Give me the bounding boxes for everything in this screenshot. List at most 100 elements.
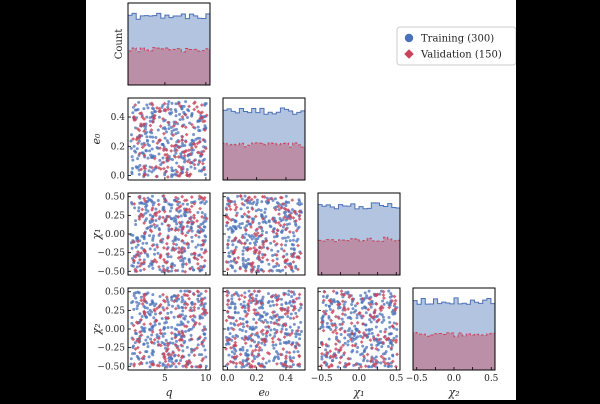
scatter-point-validation bbox=[201, 242, 206, 247]
scatter-point-training bbox=[151, 300, 155, 304]
diagonal-count-label: Count bbox=[114, 29, 125, 60]
scatter-point-training bbox=[194, 245, 198, 249]
scatter-point-training bbox=[276, 249, 280, 253]
scatter-point-training bbox=[196, 337, 200, 341]
scatter-point-training bbox=[229, 321, 233, 325]
scatter-point-training bbox=[176, 131, 180, 135]
scatter-point-training bbox=[269, 320, 273, 324]
scatter-point-training bbox=[382, 302, 386, 306]
scatter-point-validation bbox=[357, 311, 362, 316]
scatter-point-validation bbox=[152, 337, 157, 342]
scatter-point-validation bbox=[370, 346, 374, 350]
scatter-point-training bbox=[343, 341, 347, 345]
scatter-point-validation bbox=[282, 292, 287, 297]
scatter-point-validation bbox=[327, 298, 332, 303]
scatter-point-validation bbox=[134, 269, 139, 274]
scatter-point-validation bbox=[228, 207, 233, 212]
scatter-point-validation bbox=[275, 241, 279, 246]
scatter-point-training bbox=[364, 306, 368, 310]
scatter-point-training bbox=[324, 363, 328, 367]
scatter-point-training bbox=[280, 327, 284, 331]
scatter-point-training bbox=[292, 234, 296, 238]
scatter-point-training bbox=[170, 296, 174, 300]
scatter-point-training bbox=[171, 173, 175, 177]
scatter-point-validation bbox=[343, 329, 347, 334]
scatter-point-training bbox=[339, 332, 343, 336]
scatter-point-training bbox=[388, 295, 392, 299]
scatter-point-validation bbox=[158, 328, 163, 333]
scatter-point-training bbox=[189, 327, 193, 331]
y-axis-label-chi2: χ₂ bbox=[90, 323, 103, 335]
scatter-point-training bbox=[183, 256, 187, 260]
scatter-point-validation bbox=[164, 156, 169, 161]
scatter-point-training bbox=[136, 261, 140, 265]
scatter-point-validation bbox=[233, 202, 238, 207]
scatter-point-training bbox=[200, 268, 204, 272]
scatter-point-validation bbox=[157, 304, 162, 309]
scatter-point-validation bbox=[250, 353, 255, 357]
x-axis-label-chi2: χ₂ bbox=[447, 386, 459, 399]
scatter-point-validation bbox=[387, 362, 391, 366]
scatter-point-training bbox=[147, 264, 151, 268]
scatter-point-validation bbox=[188, 172, 193, 177]
scatter-point-validation bbox=[155, 210, 159, 215]
scatter-point-training bbox=[286, 235, 290, 239]
scatter-point-training bbox=[163, 364, 167, 368]
scatter-point-training bbox=[174, 359, 178, 363]
scatter-point-validation bbox=[328, 349, 333, 354]
scatter-point-training bbox=[142, 237, 146, 241]
legend-marker-validation bbox=[404, 49, 414, 59]
scatter-point-validation bbox=[247, 215, 252, 219]
scatter-point-validation bbox=[320, 351, 324, 356]
scatter-point-validation bbox=[262, 240, 266, 244]
scatter-point-validation bbox=[265, 330, 270, 334]
scatter-point-validation bbox=[250, 359, 255, 364]
scatter-point-training bbox=[169, 255, 173, 259]
scatter-point-training bbox=[230, 294, 234, 298]
scatter-point-validation bbox=[387, 305, 392, 310]
scatter-point-validation bbox=[225, 309, 230, 314]
scatter-point-validation bbox=[321, 309, 326, 314]
scatter-point-training bbox=[340, 317, 344, 321]
scatter-point-validation bbox=[200, 214, 204, 219]
scatter-point-validation bbox=[368, 313, 373, 318]
scatter-point-training bbox=[247, 289, 251, 293]
scatter-point-validation bbox=[171, 241, 176, 246]
scatter-point-validation bbox=[177, 145, 181, 150]
scatter-point-training bbox=[166, 311, 170, 315]
scatter-point-validation bbox=[342, 292, 347, 297]
scatter-point-training bbox=[371, 359, 375, 363]
scatter-point-validation bbox=[194, 233, 198, 238]
scatter-point-validation bbox=[371, 336, 376, 341]
scatter-point-validation bbox=[182, 198, 187, 203]
scatter-point-training bbox=[204, 235, 208, 239]
scatter-point-validation bbox=[297, 213, 302, 218]
scatter-point-validation bbox=[283, 259, 288, 264]
scatter-point-training bbox=[239, 302, 243, 306]
scatter-point-training bbox=[338, 322, 342, 326]
scatter-point-training bbox=[279, 315, 283, 319]
scatter-point-validation bbox=[162, 354, 167, 359]
scatter-point-training bbox=[335, 291, 339, 295]
scatter-point-validation bbox=[201, 238, 205, 243]
scatter-point-training bbox=[147, 144, 151, 148]
scatter-point-training bbox=[260, 341, 264, 345]
scatter-point-validation bbox=[294, 219, 298, 223]
scatter-point-validation bbox=[321, 298, 326, 303]
scatter-point-training bbox=[137, 209, 141, 213]
scatter-point-training bbox=[342, 303, 346, 307]
scatter-point-training bbox=[163, 136, 167, 140]
scatter-point-validation bbox=[225, 220, 230, 225]
scatter-point-validation bbox=[285, 311, 290, 315]
scatter-point-validation bbox=[250, 296, 255, 300]
scatter-point-validation bbox=[226, 216, 231, 221]
scatter-point-validation bbox=[194, 144, 198, 149]
scatter-point-validation bbox=[379, 354, 384, 359]
scatter-point-training bbox=[137, 291, 141, 295]
scatter-point-training bbox=[179, 214, 183, 218]
scatter-point-validation bbox=[191, 142, 196, 146]
scatter-point-training bbox=[177, 210, 181, 214]
scatter-point-validation bbox=[189, 204, 194, 209]
scatter-point-training bbox=[149, 262, 153, 266]
scatter-point-validation bbox=[158, 231, 162, 236]
